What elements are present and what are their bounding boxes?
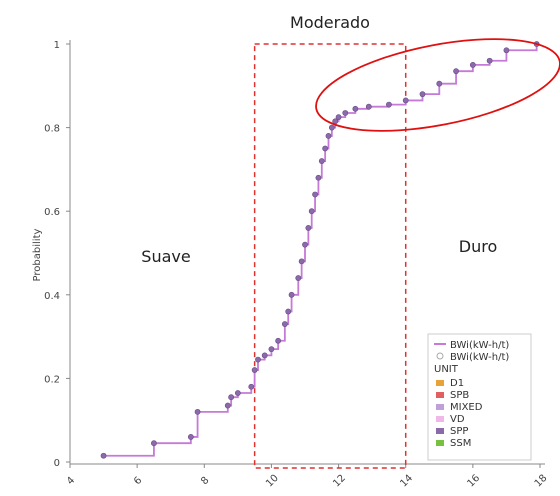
data-point (419, 91, 426, 98)
legend-item-label: SSM (450, 438, 471, 449)
legend-box (427, 333, 532, 461)
data-point (486, 57, 493, 64)
data-point (281, 321, 288, 327)
data-point (288, 291, 295, 298)
y-tick-label: 0.8 (44, 124, 60, 135)
x-tick-label: 12 (331, 473, 348, 490)
data-point (352, 105, 359, 112)
x-tick-label: 10 (264, 473, 281, 490)
data-point (328, 124, 335, 131)
region-label-duro: Duro (459, 237, 497, 256)
data-point (308, 208, 315, 215)
region-layer (253, 43, 407, 469)
data-point (453, 68, 459, 75)
legend-marker-swatch (436, 352, 444, 360)
y-axis-title: Probability (32, 228, 43, 281)
data-point (194, 408, 201, 415)
data-point (325, 133, 332, 139)
x-tick-label: 8 (199, 475, 211, 487)
legend-line-label: BWi(kW-h/t) (450, 340, 509, 351)
data-point (386, 101, 392, 108)
x-tick-label: 18 (533, 473, 550, 490)
data-point (305, 225, 312, 231)
data-point (402, 97, 409, 104)
legend-swatch (436, 404, 444, 410)
legend: BWi(kW-h/t) BWi(kW-h/t) UNIT D1SPBMIXEDV… (427, 333, 532, 461)
data-point (503, 47, 510, 54)
y-tick-label: 0 (54, 458, 60, 469)
legend-item-label: VD (450, 414, 465, 425)
data-point (285, 308, 292, 315)
region-label-suave: Suave (141, 247, 190, 266)
data-point (342, 110, 349, 116)
data-point (298, 258, 305, 265)
data-point (248, 383, 255, 390)
data-point (312, 191, 318, 198)
data-point (228, 394, 235, 401)
legend-swatch (436, 392, 444, 398)
legend-item-label: SPP (450, 426, 468, 437)
data-point (255, 356, 261, 363)
legend-swatch (436, 440, 444, 446)
legend-swatch (436, 380, 444, 386)
data-point (275, 337, 282, 344)
legend-swatch (436, 416, 444, 422)
data-point (151, 440, 157, 447)
legend-swatch (436, 428, 444, 434)
data-point (315, 174, 322, 181)
data-point (100, 452, 107, 459)
data-point (251, 367, 258, 373)
data-point (322, 145, 329, 152)
highlight-ellipse (315, 38, 560, 132)
y-tick-label: 0.6 (44, 207, 60, 218)
y-tick-label: 0.2 (44, 374, 60, 385)
y-tick-label: 0.4 (44, 291, 60, 302)
data-point (318, 158, 325, 164)
moderate-region-box (253, 43, 407, 469)
region-label-moderado: Moderado (290, 13, 370, 32)
data-point (234, 390, 241, 396)
data-point (302, 241, 308, 248)
data-point (187, 434, 194, 440)
data-point (469, 62, 476, 68)
data-point (295, 275, 302, 281)
data-point (335, 114, 342, 121)
x-tick-label: 14 (398, 473, 415, 490)
x-tick-label: 6 (132, 475, 144, 487)
legend-group-title: UNIT (434, 364, 459, 375)
legend-item-label: MIXED (450, 402, 483, 413)
x-tick-label: 16 (466, 473, 483, 490)
data-point (261, 352, 268, 359)
legend-item-label: D1 (450, 378, 464, 389)
data-point (436, 80, 443, 87)
data-point (268, 346, 275, 353)
legend-marker-label: BWi(kW-h/t) (450, 352, 509, 363)
data-point (365, 103, 372, 110)
x-tick-label: 4 (65, 475, 77, 487)
y-tick-label: 1 (54, 40, 60, 51)
data-point (224, 402, 231, 409)
series-layer (100, 41, 540, 459)
legend-item-label: SPB (450, 390, 469, 401)
